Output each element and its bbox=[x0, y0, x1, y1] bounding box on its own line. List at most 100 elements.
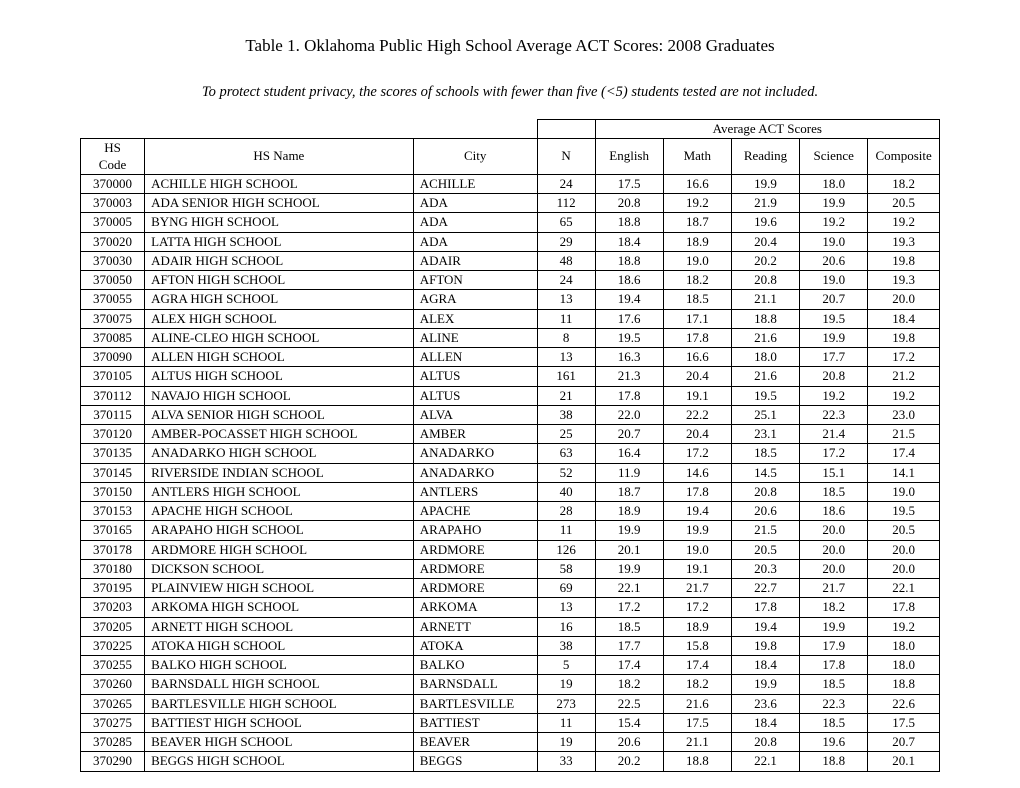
table-cell: 370135 bbox=[81, 444, 145, 463]
table-cell: 22.1 bbox=[595, 579, 663, 598]
table-cell: BATTIEST bbox=[413, 713, 537, 732]
table-cell: LATTA HIGH SCHOOL bbox=[145, 232, 414, 251]
table-cell: 370150 bbox=[81, 482, 145, 501]
table-cell: 370165 bbox=[81, 521, 145, 540]
table-cell: 21.4 bbox=[800, 425, 868, 444]
table-cell: BALKO HIGH SCHOOL bbox=[145, 656, 414, 675]
table-row: 370115ALVA SENIOR HIGH SCHOOLALVA3822.02… bbox=[81, 405, 940, 424]
table-cell: BARTLESVILLE HIGH SCHOOL bbox=[145, 694, 414, 713]
table-cell: 38 bbox=[537, 636, 595, 655]
table-cell: 370075 bbox=[81, 309, 145, 328]
table-cell: 20.4 bbox=[663, 367, 731, 386]
table-cell: 22.0 bbox=[595, 405, 663, 424]
table-cell: 19.6 bbox=[800, 733, 868, 752]
table-cell: 40 bbox=[537, 482, 595, 501]
table-cell: 18.5 bbox=[731, 444, 799, 463]
table-cell: 21.6 bbox=[731, 328, 799, 347]
table-row: 370055AGRA HIGH SCHOOLAGRA1319.418.521.1… bbox=[81, 290, 940, 309]
table-cell: 22.1 bbox=[868, 579, 940, 598]
table-cell: 370105 bbox=[81, 367, 145, 386]
column-header: HSCode bbox=[81, 139, 145, 175]
table-cell: 16.4 bbox=[595, 444, 663, 463]
table-cell: NAVAJO HIGH SCHOOL bbox=[145, 386, 414, 405]
table-cell: 19.9 bbox=[731, 675, 799, 694]
table-cell: 18.5 bbox=[800, 675, 868, 694]
table-cell: 370203 bbox=[81, 598, 145, 617]
table-cell: 19.2 bbox=[868, 617, 940, 636]
table-cell: ALTUS bbox=[413, 367, 537, 386]
table-cell: 18.4 bbox=[595, 232, 663, 251]
table-cell: 370285 bbox=[81, 733, 145, 752]
table-cell: APACHE HIGH SCHOOL bbox=[145, 502, 414, 521]
table-cell: ALVA SENIOR HIGH SCHOOL bbox=[145, 405, 414, 424]
table-cell: 48 bbox=[537, 251, 595, 270]
table-cell: 18.7 bbox=[663, 213, 731, 232]
table-row: 370000ACHILLE HIGH SCHOOLACHILLE2417.516… bbox=[81, 174, 940, 193]
blank-cell bbox=[145, 120, 414, 139]
table-cell: 370180 bbox=[81, 559, 145, 578]
table-row: 370203ARKOMA HIGH SCHOOLARKOMA1317.217.2… bbox=[81, 598, 940, 617]
table-cell: 20.5 bbox=[731, 540, 799, 559]
column-header: Reading bbox=[731, 139, 799, 175]
table-cell: 370225 bbox=[81, 636, 145, 655]
table-cell: ANTLERS HIGH SCHOOL bbox=[145, 482, 414, 501]
table-cell: 19.0 bbox=[868, 482, 940, 501]
table-cell: 20.2 bbox=[595, 752, 663, 771]
table-cell: 370085 bbox=[81, 328, 145, 347]
table-cell: ARAPAHO bbox=[413, 521, 537, 540]
table-cell: ALEX bbox=[413, 309, 537, 328]
table-cell: 20.4 bbox=[663, 425, 731, 444]
table-cell: ACHILLE bbox=[413, 174, 537, 193]
table-cell: AGRA HIGH SCHOOL bbox=[145, 290, 414, 309]
table-cell: BARTLESVILLE bbox=[413, 694, 537, 713]
table-row: 370020LATTA HIGH SCHOOLADA2918.418.920.4… bbox=[81, 232, 940, 251]
table-row: 370050AFTON HIGH SCHOOLAFTON2418.618.220… bbox=[81, 271, 940, 290]
table-cell: 19.0 bbox=[663, 540, 731, 559]
table-cell: 33 bbox=[537, 752, 595, 771]
table-cell: 17.2 bbox=[595, 598, 663, 617]
table-cell: 19.4 bbox=[595, 290, 663, 309]
table-cell: AFTON HIGH SCHOOL bbox=[145, 271, 414, 290]
table-cell: 17.7 bbox=[595, 636, 663, 655]
table-cell: 13 bbox=[537, 290, 595, 309]
table-cell: 16.3 bbox=[595, 348, 663, 367]
column-header: English bbox=[595, 139, 663, 175]
table-cell: 19.0 bbox=[800, 271, 868, 290]
table-cell: 23.0 bbox=[868, 405, 940, 424]
table-cell: ANTLERS bbox=[413, 482, 537, 501]
table-cell: 16 bbox=[537, 617, 595, 636]
table-cell: 20.6 bbox=[595, 733, 663, 752]
table-cell: 63 bbox=[537, 444, 595, 463]
table-cell: ALEX HIGH SCHOOL bbox=[145, 309, 414, 328]
table-cell: 20.6 bbox=[731, 502, 799, 521]
table-cell: 19.3 bbox=[868, 232, 940, 251]
table-cell: ANADARKO bbox=[413, 463, 537, 482]
table-cell: BYNG HIGH SCHOOL bbox=[145, 213, 414, 232]
table-cell: 11.9 bbox=[595, 463, 663, 482]
table-cell: 18.9 bbox=[663, 232, 731, 251]
table-cell: 17.1 bbox=[663, 309, 731, 328]
table-cell: 11 bbox=[537, 713, 595, 732]
column-header: N bbox=[537, 139, 595, 175]
table-cell: 20.5 bbox=[868, 194, 940, 213]
table-cell: 21.2 bbox=[868, 367, 940, 386]
table-cell: 15.4 bbox=[595, 713, 663, 732]
table-cell: 18.8 bbox=[663, 752, 731, 771]
table-row: 370205ARNETT HIGH SCHOOLARNETT1618.518.9… bbox=[81, 617, 940, 636]
table-cell: 370153 bbox=[81, 502, 145, 521]
table-cell: BARNSDALL HIGH SCHOOL bbox=[145, 675, 414, 694]
table-cell: ARDMORE bbox=[413, 559, 537, 578]
table-cell: 19.2 bbox=[800, 386, 868, 405]
table-row: 370255BALKO HIGH SCHOOLBALKO517.417.418.… bbox=[81, 656, 940, 675]
table-cell: 19.5 bbox=[731, 386, 799, 405]
table-cell: 19.9 bbox=[800, 617, 868, 636]
table-cell: 112 bbox=[537, 194, 595, 213]
table-row: 370225ATOKA HIGH SCHOOLATOKA3817.715.819… bbox=[81, 636, 940, 655]
table-cell: 18.6 bbox=[800, 502, 868, 521]
table-row: 370135ANADARKO HIGH SCHOOLANADARKO6316.4… bbox=[81, 444, 940, 463]
header-row: HSCodeHS NameCityNEnglishMathReadingScie… bbox=[81, 139, 940, 175]
table-cell: 21.1 bbox=[731, 290, 799, 309]
table-row: 370112NAVAJO HIGH SCHOOLALTUS2117.819.11… bbox=[81, 386, 940, 405]
table-cell: 19.8 bbox=[868, 328, 940, 347]
table-cell: 16.6 bbox=[663, 348, 731, 367]
